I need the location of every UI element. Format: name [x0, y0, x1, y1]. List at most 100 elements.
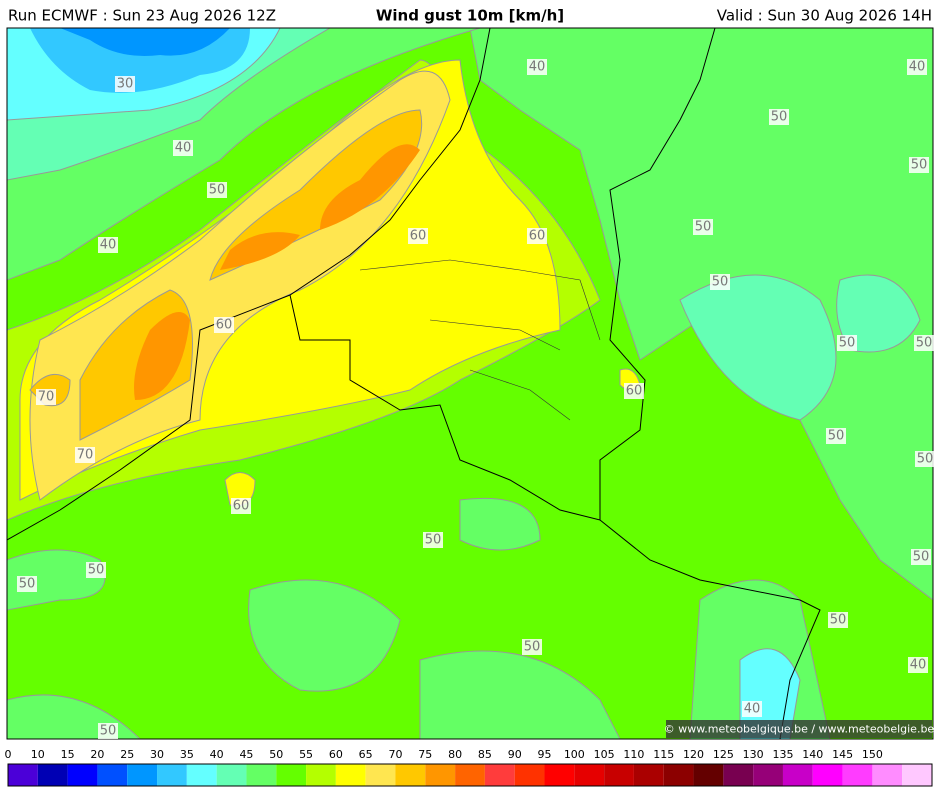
contour-label: 50: [917, 452, 934, 467]
colorbar-tick-label: 15: [61, 748, 75, 761]
colorbar-segment: [395, 764, 426, 786]
zone-45: [248, 579, 401, 692]
colorbar-segment: [782, 764, 813, 786]
colorbar-segment: [842, 764, 873, 786]
coastline: [7, 28, 491, 541]
colorbar-tick-label: 35: [180, 748, 194, 761]
colorbar-tick-label: 90: [508, 748, 522, 761]
contour-label-bg: [624, 383, 644, 399]
field: [7, 28, 933, 739]
contour-label-bg: [522, 639, 542, 655]
colorbar-segment: [663, 764, 694, 786]
colorbar-tick-label: 150: [862, 748, 883, 761]
contour-label: 30: [117, 77, 134, 92]
colorbar-tick-label: 140: [802, 748, 823, 761]
frame: [6, 27, 934, 740]
contour-label: 50: [524, 640, 541, 655]
contour-label: 50: [100, 724, 117, 739]
contour-label: 40: [175, 141, 192, 156]
colorbar-segment: [902, 764, 932, 786]
contour-label: 50: [19, 577, 36, 592]
colorbar-tick-label: 100: [564, 748, 585, 761]
contour-label-bg: [408, 228, 428, 244]
contour-label: 50: [771, 110, 788, 125]
colorbar-tick-label: 65: [359, 748, 373, 761]
colorbar-tick-label: 110: [623, 748, 644, 761]
contour-label: 50: [911, 158, 928, 173]
zone-45: [7, 549, 106, 611]
zone-25: [60, 28, 230, 56]
contour-label: 50: [712, 275, 729, 290]
colorbar: 0 10 15 20 25 30 35 40 45 50 55 60 65 70 75 80 85 90 95 100…: [5, 748, 933, 787]
copyright: © www.meteobelgique.be / www.meteobelgie…: [664, 723, 935, 736]
colorbar-segment: [872, 764, 903, 786]
colorbar-segment: [306, 764, 336, 786]
colorbar-tick-label: 60: [329, 748, 343, 761]
zone-75: [220, 144, 420, 270]
colorbar-tick-label: 45: [239, 748, 253, 761]
colorbar-segment: [127, 764, 158, 786]
contour-label-bg: [17, 576, 37, 592]
map-title: Wind gust 10m [km/h]: [376, 7, 564, 25]
colorbar-segment: [514, 764, 545, 786]
run-info: Run ECMWF : Sun 23 Aug 2026 12Z: [8, 7, 276, 25]
contour-label: 40: [909, 60, 926, 75]
colorbar-segment: [484, 764, 515, 786]
contour-label-bg: [98, 237, 118, 253]
contour-label-bg: [911, 549, 931, 565]
colorbar-segment: [425, 764, 456, 786]
colorbar-tick-label: 135: [772, 748, 793, 761]
colorbar-segment: [335, 764, 366, 786]
contour-label-bg: [915, 451, 935, 467]
contour-label: 60: [626, 384, 643, 399]
contour-label: 40: [529, 60, 546, 75]
colorbar-tick-label: 0: [5, 748, 12, 761]
colorbar-segment: [693, 764, 724, 786]
colorbar-tick-label: 105: [594, 748, 615, 761]
contour-label-bg: [914, 335, 934, 351]
contour-label-bg: [907, 59, 927, 75]
colorbar-segment: [455, 764, 485, 786]
colorbar-frame: [7, 763, 933, 787]
contour-label-bg: [115, 76, 135, 92]
colorbar-tick-label: 85: [478, 748, 492, 761]
contour-label-bg: [98, 723, 118, 739]
colorbar-tick-label: 50: [269, 748, 283, 761]
contour-label: 50: [830, 613, 847, 628]
colorbar-tick-label: 80: [448, 748, 462, 761]
colorbar-tick-label: 95: [538, 748, 552, 761]
contour-label: 50: [828, 429, 845, 444]
colorbar-tick-label: 20: [90, 748, 104, 761]
contour-label-bg: [207, 182, 227, 198]
colorbar-segment: [276, 764, 307, 786]
colorbar-tick-label: 115: [653, 748, 674, 761]
colorbar-segment: [216, 764, 247, 786]
border: [289, 28, 716, 521]
contour-label: 50: [425, 533, 442, 548]
zone-75: [134, 312, 190, 400]
contour-label-bg: [826, 428, 846, 444]
contour-label-bg: [828, 612, 848, 628]
zone-40: [679, 274, 837, 421]
contour-label: 50: [913, 550, 930, 565]
colorbar-tick-label: 75: [418, 748, 432, 761]
colorbar-segment: [604, 764, 634, 786]
contour-label-bg: [742, 701, 762, 717]
colorbar-segment: [633, 764, 664, 786]
colorbar-tick-label: 130: [743, 748, 764, 761]
colorbar-segment: [544, 764, 575, 786]
colorbar-tick-label: 70: [388, 748, 402, 761]
contour-labels: 30 40 40 40 50 50 50 40 60 60 50 50 60 50 50 70 60 50 70 50…: [17, 59, 935, 739]
colorbar-segment: [812, 764, 843, 786]
contour-label-bg: [909, 157, 929, 173]
contour-label: 60: [233, 499, 250, 514]
contour-label: 50: [88, 563, 105, 578]
contour-label-bg: [710, 274, 730, 290]
province-border: [359, 259, 601, 421]
contour-label-bg: [527, 228, 547, 244]
contour-label: 60: [216, 318, 233, 333]
contour-label: 40: [100, 238, 117, 253]
border: [599, 519, 821, 739]
